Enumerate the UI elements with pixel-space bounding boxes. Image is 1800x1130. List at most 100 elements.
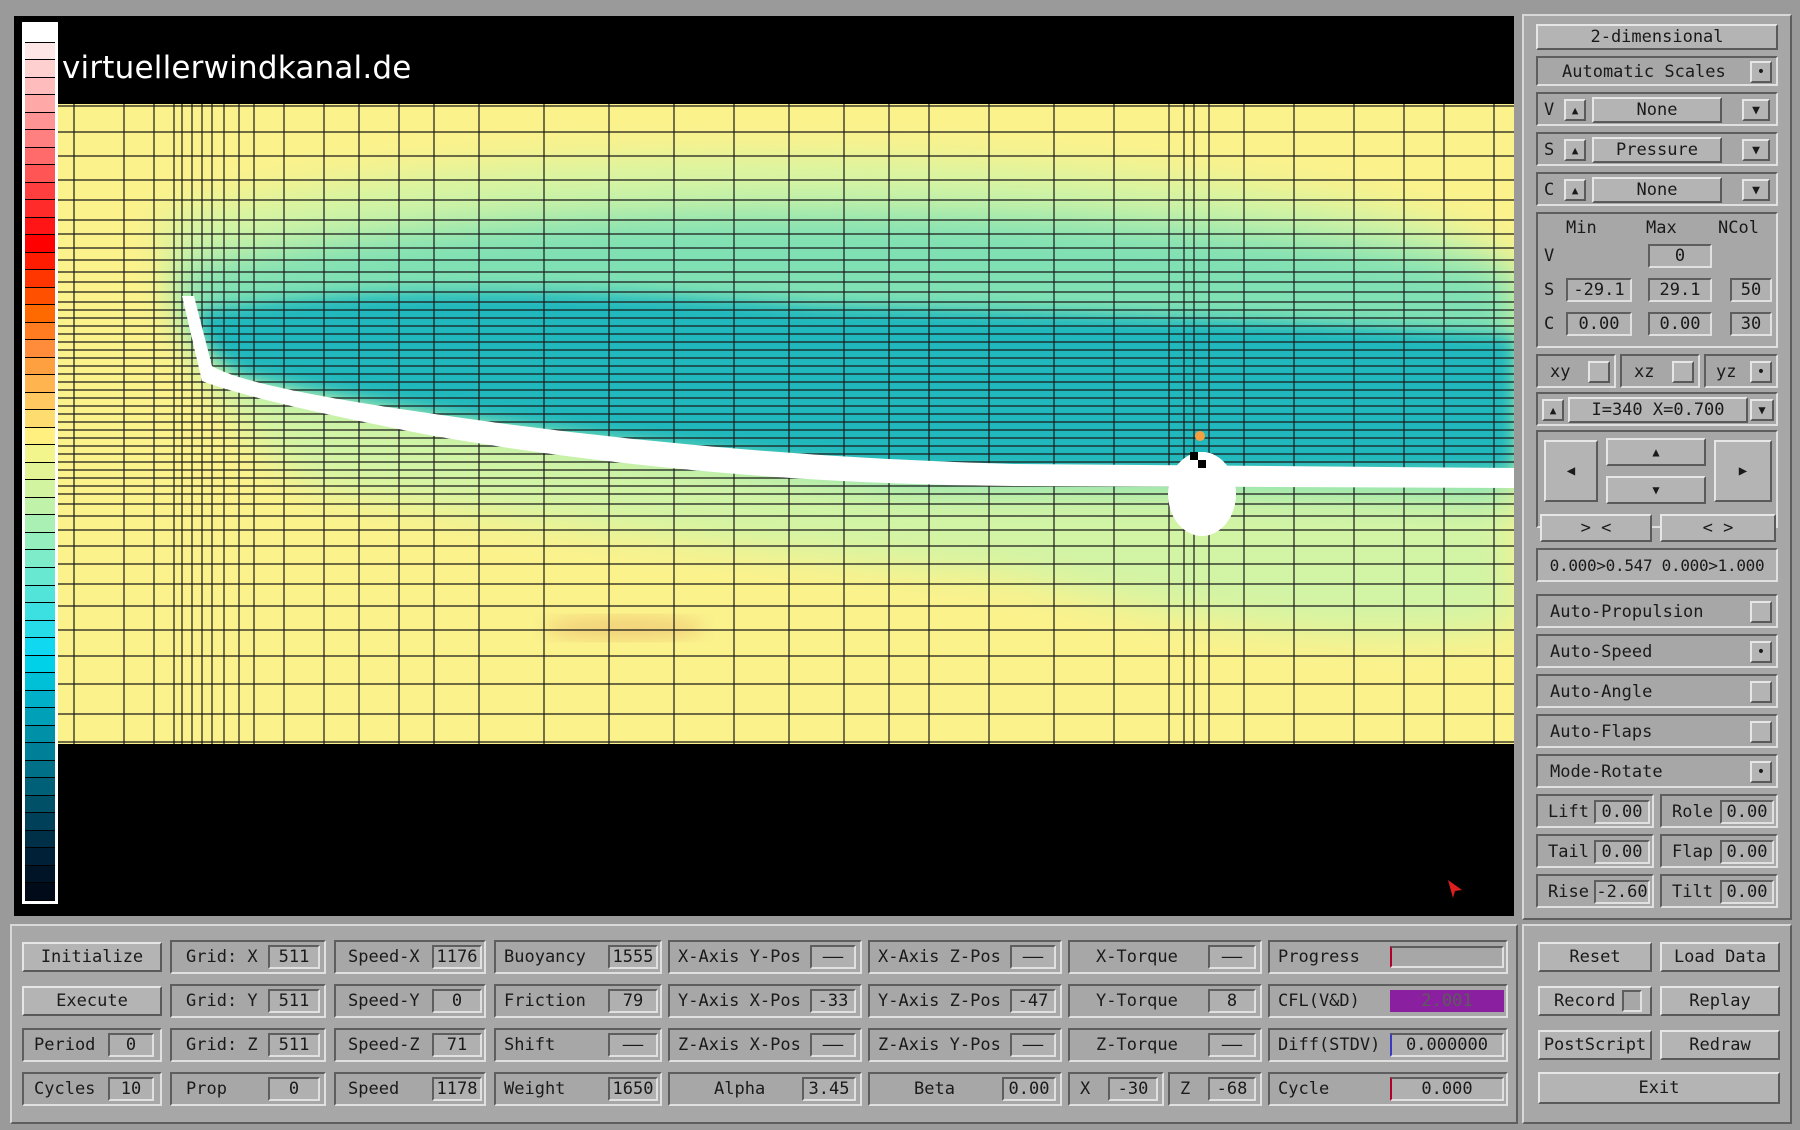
xaxis-ypos-cell: X-Axis Y-Pos —— [668, 940, 862, 974]
grid-z-field[interactable]: 511 [268, 1033, 320, 1057]
initialize-button[interactable]: Initialize [22, 942, 162, 972]
yaxis-zpos-field[interactable]: -47 [1010, 989, 1056, 1013]
color-scale-swatch [25, 673, 55, 691]
probe-marker [1190, 452, 1198, 460]
color-scale-swatch [25, 532, 55, 551]
plane-yz-radio[interactable]: • [1750, 361, 1772, 383]
x-field[interactable]: -30 [1108, 1077, 1158, 1101]
role-value[interactable]: 0.00 [1720, 800, 1774, 824]
color-scale-swatch [25, 217, 55, 236]
scalar-dropdown-arrow-icon[interactable]: ▼ [1742, 139, 1770, 161]
redraw-button[interactable]: Redraw [1660, 1030, 1780, 1060]
color-scale-swatch [25, 252, 55, 271]
ytorque-cell: Y-Torque 8 [1068, 984, 1262, 1018]
record-checkbox[interactable] [1622, 990, 1642, 1012]
xaxis-zpos-label: X-Axis Z-Pos [878, 947, 1001, 967]
period-field[interactable]: 0 [108, 1033, 154, 1057]
speed-z-field[interactable]: 71 [432, 1033, 482, 1057]
contour-select[interactable]: None [1592, 177, 1722, 203]
buoyancy-field[interactable]: 1555 [608, 945, 658, 969]
zaxis-xpos-field[interactable]: —— [810, 1033, 856, 1057]
v-max-field[interactable]: 0 [1648, 244, 1712, 268]
replay-button[interactable]: Replay [1660, 986, 1780, 1016]
max-header: Max [1646, 218, 1677, 238]
contour-dropdown-arrow-icon[interactable]: ▼ [1742, 179, 1770, 201]
friction-field[interactable]: 79 [608, 989, 658, 1013]
speed-field[interactable]: 1178 [432, 1077, 482, 1101]
execute-button[interactable]: Execute [22, 986, 162, 1016]
pan-left-arrow-icon[interactable]: ◀ [1544, 440, 1598, 502]
speed-y-field[interactable]: 0 [432, 989, 482, 1013]
color-scale-swatch [25, 708, 55, 726]
vector-up-arrow-icon[interactable]: ▲ [1564, 99, 1586, 121]
zoom-in-button[interactable]: > < [1540, 514, 1652, 542]
speed-x-field[interactable]: 1176 [432, 945, 482, 969]
pan-right-arrow-icon[interactable]: ▶ [1714, 440, 1772, 502]
buoyancy-cell: Buoyancy 1555 [494, 940, 662, 974]
plane-xz-radio[interactable] [1672, 361, 1694, 383]
s-ncol-field[interactable]: 50 [1730, 278, 1772, 302]
c-min-field[interactable]: 0.00 [1566, 312, 1632, 336]
alpha-field[interactable]: 3.45 [802, 1077, 856, 1101]
beta-field[interactable]: 0.00 [1002, 1077, 1056, 1101]
mode-rotate-checkbox[interactable]: • [1750, 761, 1772, 783]
exit-button[interactable]: Exit [1538, 1072, 1780, 1104]
ytorque-field[interactable]: 8 [1208, 989, 1256, 1013]
vector-select[interactable]: None [1592, 97, 1722, 123]
c-max-field[interactable]: 0.00 [1648, 312, 1712, 336]
auto-angle-checkbox[interactable] [1750, 681, 1772, 703]
auto-flaps-checkbox[interactable] [1750, 721, 1772, 743]
flap-row: Flap 0.00 [1660, 834, 1778, 868]
shift-field[interactable]: —— [608, 1033, 658, 1057]
ztorque-field[interactable]: —— [1208, 1033, 1256, 1057]
xtorque-field[interactable]: —— [1208, 945, 1256, 969]
grid-y-field[interactable]: 511 [268, 989, 320, 1013]
s-min-field[interactable]: -29.1 [1566, 278, 1632, 302]
prop-field[interactable]: 0 [268, 1077, 320, 1101]
tail-value[interactable]: 0.00 [1594, 840, 1650, 864]
flap-value[interactable]: 0.00 [1720, 840, 1774, 864]
s-max-field[interactable]: 29.1 [1648, 278, 1712, 302]
c-ncol-field[interactable]: 30 [1730, 312, 1772, 336]
ncol-header: NCol [1718, 218, 1759, 238]
cycles-field[interactable]: 10 [108, 1077, 154, 1101]
slice-down-arrow-icon[interactable]: ▼ [1750, 399, 1774, 421]
load-data-button[interactable]: Load Data [1660, 942, 1780, 972]
weight-field[interactable]: 1650 [608, 1077, 658, 1101]
zaxis-ypos-field[interactable]: —— [1010, 1033, 1056, 1057]
tilt-value[interactable]: 0.00 [1720, 880, 1774, 904]
xaxis-ypos-field[interactable]: —— [810, 945, 856, 969]
scalar-up-arrow-icon[interactable]: ▲ [1564, 139, 1586, 161]
plane-yz-row: yz • [1704, 354, 1778, 388]
pan-up-arrow-icon[interactable]: ▲ [1606, 438, 1706, 466]
postscript-button[interactable]: PostScript [1538, 1030, 1652, 1060]
dimension-mode-button[interactable]: 2-dimensional [1536, 24, 1778, 50]
contour-up-arrow-icon[interactable]: ▲ [1564, 179, 1586, 201]
lift-value[interactable]: 0.00 [1594, 800, 1650, 824]
zoom-out-button[interactable]: < > [1660, 514, 1776, 542]
color-scale-swatch [25, 42, 55, 61]
plane-xy-radio[interactable] [1588, 361, 1610, 383]
z-field[interactable]: -68 [1208, 1077, 1256, 1101]
color-scale-swatch [25, 585, 55, 604]
grid-x-field[interactable]: 511 [268, 945, 320, 969]
pan-down-arrow-icon[interactable]: ▼ [1606, 476, 1706, 504]
auto-flaps-row: Auto-Flaps [1536, 714, 1778, 748]
vector-dropdown-arrow-icon[interactable]: ▼ [1742, 99, 1770, 121]
reset-button[interactable]: Reset [1538, 942, 1652, 972]
auto-speed-checkbox[interactable]: • [1750, 641, 1772, 663]
xaxis-zpos-field[interactable]: —— [1010, 945, 1056, 969]
grid-y-cell: Grid: Y 511 [170, 984, 326, 1018]
simulation-viewport[interactable]: virtuellerwindkanal.de [14, 16, 1514, 916]
color-scale-swatch [25, 445, 55, 463]
rise-value[interactable]: -2.60 [1594, 880, 1650, 904]
xaxis-ypos-label: X-Axis Y-Pos [678, 947, 801, 967]
record-toggle[interactable]: Record [1538, 986, 1652, 1016]
yaxis-xpos-field[interactable]: -33 [810, 989, 856, 1013]
scalar-select[interactable]: Pressure [1592, 137, 1722, 163]
auto-scales-checkbox[interactable]: • [1750, 61, 1772, 83]
slice-up-arrow-icon[interactable]: ▲ [1542, 399, 1564, 421]
slice-position-display[interactable]: I=340 X=0.700 [1568, 397, 1748, 423]
color-scale-swatch [25, 848, 55, 866]
auto-propulsion-checkbox[interactable] [1750, 601, 1772, 623]
